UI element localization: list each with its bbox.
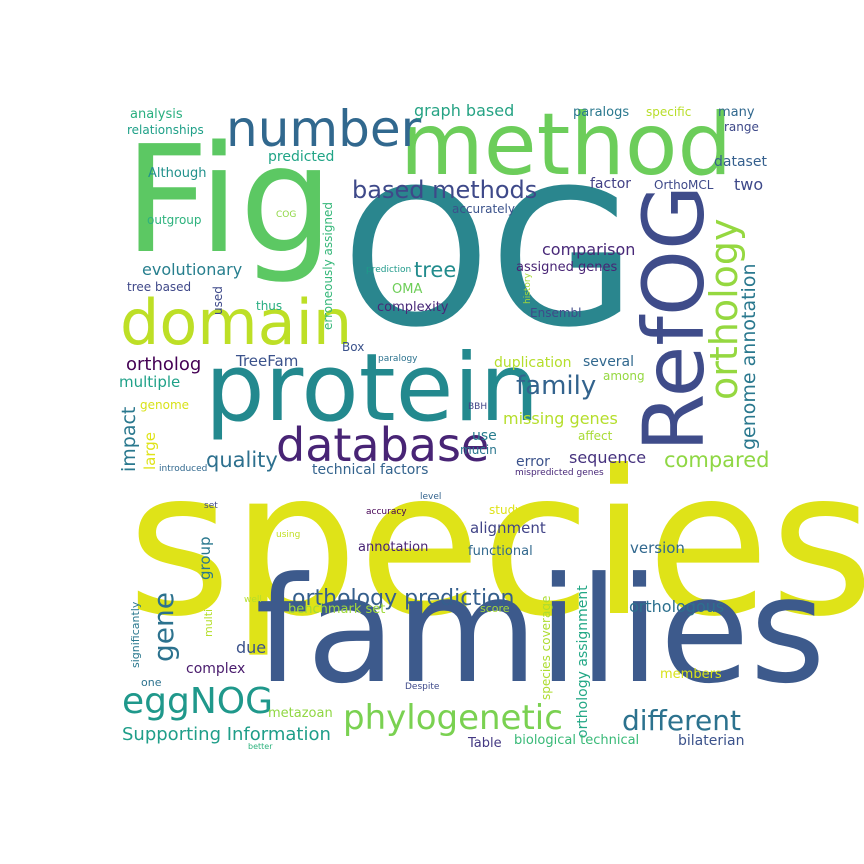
word-number: number [226,100,422,158]
word-group: group [196,536,214,580]
word-accurately: accurately [452,202,515,216]
word-domain: domain [120,286,353,359]
word-oma: OMA [392,282,423,297]
word-many: many [718,105,755,120]
word-metazoan: metazoan [268,706,333,721]
word-multi: multi [202,608,215,637]
word-mispredicted-genes: mispredicted genes [515,468,604,478]
word-protein: protein [205,334,540,443]
word-paralogy: paralogy [378,354,418,364]
word-quality: quality [206,448,278,472]
word-ortholog: ortholog [126,354,202,375]
word-members: members [660,667,722,682]
word-score: score [480,602,510,615]
word-well: well [244,595,262,605]
word-graph-based: graph based [414,101,515,120]
word-based-methods: based methods [352,176,538,204]
word-different: different [622,704,741,737]
word-paralogs: paralogs [573,105,630,120]
word-box: Box [342,340,365,354]
word-functional: functional [468,544,533,559]
word-phylogenetic: phylogenetic [343,698,563,738]
word-set: set [204,501,218,511]
word-outgroup: outgroup [147,213,202,227]
word-erroneously-assigned: erroneously assigned [321,202,335,330]
word-supporting-information: Supporting Information [122,724,331,745]
word-orthology-prediction: orthology prediction [292,586,515,611]
word-og: OG [342,150,636,369]
word-orthologous: orthologous [629,597,725,616]
word-eggnog: eggNOG [122,681,274,722]
word-thus: thus [256,299,283,313]
word-family: family [516,371,597,401]
word-predicted: predicted [268,149,335,165]
word-missing-genes: missing genes [503,409,618,428]
word-used: used [211,286,225,315]
word-range: range [724,120,759,134]
word-significantly: significantly [129,601,142,668]
word-complexity: complexity [377,300,449,315]
word-families: families [255,546,826,716]
word-despite: Despite [405,682,440,692]
word-tree: tree [414,258,457,282]
word-analysis: analysis [130,107,183,122]
word-prediction: prediction [366,265,412,275]
word-fig: Fig [124,114,334,286]
word-species: species [127,428,864,661]
word-duplication: duplication [494,355,572,371]
word-due: due [236,638,267,657]
word-evolutionary: evolutionary [142,260,243,279]
word-ensembl: Ensembl [530,306,582,320]
word-large: large [141,431,159,470]
word-specific: specific [646,105,692,119]
word-using: using [276,530,301,540]
word-impact: impact [118,406,140,472]
word-history: history [523,273,533,304]
word-bilaterian: bilaterian [678,733,745,749]
word-annotation: annotation [358,540,429,555]
word-method: method [400,95,733,195]
word-level: level [420,492,442,502]
word-use: use [472,428,497,444]
word-mucin: mucin [460,443,497,457]
word-introduced: introduced [159,464,208,474]
word-alignment: alignment [470,519,546,537]
word-comparison: comparison [542,240,636,259]
word-relationships: relationships [127,123,204,137]
word-multiple: multiple [119,373,181,391]
word-two: two [734,175,764,194]
word-genome-annotation: genome annotation [738,263,760,451]
word-sequence: sequence [569,448,647,467]
word-orthomcl: OrthoMCL [654,178,714,192]
word-genome: genome [140,398,190,412]
word-version: version [630,539,685,557]
word-species-coverage: species coverage [539,595,553,700]
word-among: among [603,369,645,383]
word-cog: COG [276,210,297,220]
word-one: one [141,676,162,689]
word-study: study [489,503,523,517]
word-assigned-genes: assigned genes [516,260,618,275]
word-better: better [248,742,273,751]
word-tree-based: tree based [127,280,192,294]
word-several: several [583,354,635,370]
word-gene: gene [147,592,180,662]
word-table: Table [468,736,502,751]
word-database: database [276,418,490,472]
word-benchmark-set: benchmark set [288,602,386,617]
word-treefam: TreeFam [236,352,299,370]
word-orthology-assignment: orthology assignment [575,585,591,738]
word-bbh: BBH [468,402,488,412]
word-error: error [516,454,550,470]
word-although: Although [148,166,207,181]
word-biological-technical: biological technical [514,733,640,748]
word-dataset: dataset [714,154,767,170]
word-compared: compared [664,448,770,472]
word-affect: affect [578,429,613,443]
word-accuracy: accuracy [366,507,407,517]
word-factor: factor [590,176,632,192]
word-technical-factors: technical factors [312,462,429,478]
word-complex: complex [186,661,246,677]
